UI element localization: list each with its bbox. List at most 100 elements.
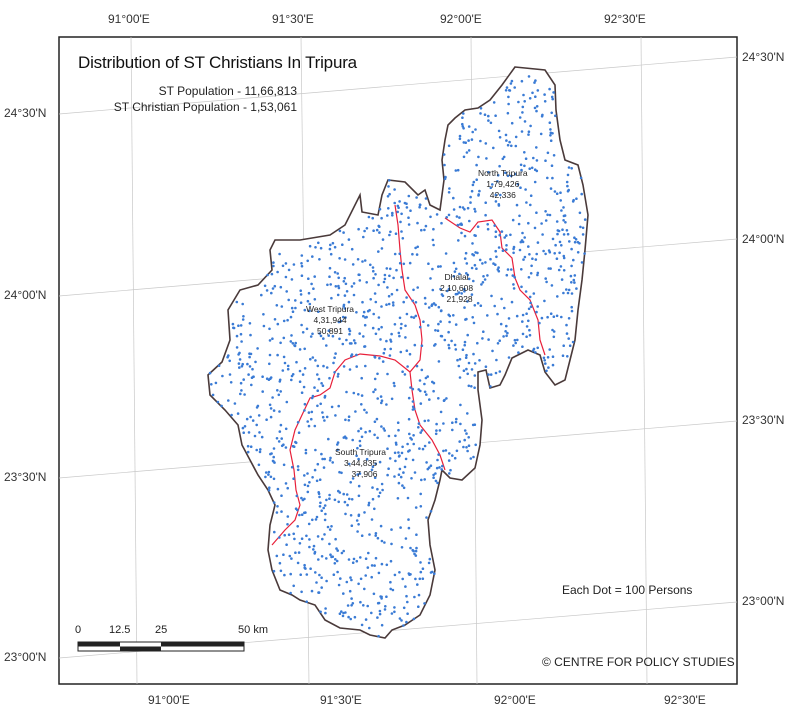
population-dot: [380, 305, 383, 308]
population-dot: [373, 476, 377, 480]
population-dot: [468, 219, 471, 223]
population-dot: [562, 344, 565, 348]
population-dot: [323, 533, 326, 536]
population-dot: [559, 191, 562, 194]
population-dot: [290, 557, 293, 560]
population-dot: [520, 168, 523, 172]
population-dot: [321, 411, 324, 414]
population-dot: [460, 231, 463, 235]
population-dot: [380, 401, 383, 405]
population-dot: [387, 302, 391, 306]
population-dot: [479, 107, 483, 110]
population-dot: [506, 268, 510, 271]
population-dot: [409, 386, 412, 389]
population-dot: [308, 302, 312, 306]
population-dot: [377, 283, 380, 287]
population-dot: [412, 316, 416, 319]
population-dot: [401, 370, 404, 374]
population-dot: [342, 365, 346, 368]
population-dot: [510, 268, 513, 271]
population-dot: [507, 89, 511, 92]
population-dot: [389, 580, 392, 584]
population-dot: [322, 337, 325, 340]
population-dot: [300, 264, 304, 268]
population-dot: [318, 495, 321, 499]
population-dot: [455, 417, 458, 421]
population-dot: [285, 400, 289, 404]
population-dot: [306, 420, 310, 423]
population-dot: [303, 347, 307, 351]
population-dot: [433, 344, 436, 347]
population-dot: [397, 473, 401, 477]
population-dot: [380, 562, 384, 566]
population-dot: [277, 393, 281, 397]
population-dot: [398, 571, 401, 574]
population-dot: [461, 348, 465, 352]
district-label-west-tripura: West Tripura 4,31,944 50,891: [306, 304, 354, 337]
lon-label-bottom-2: 91°30'E: [320, 693, 362, 707]
population-dot: [399, 526, 402, 529]
population-dot: [307, 522, 311, 526]
population-dot: [318, 478, 322, 482]
population-dot: [467, 436, 471, 439]
population-dot: [578, 211, 582, 215]
population-dot: [498, 136, 502, 139]
population-dot: [357, 484, 361, 488]
population-dot: [429, 464, 433, 468]
population-dot: [472, 321, 476, 325]
population-dot: [304, 567, 307, 570]
population-dot: [467, 125, 471, 128]
population-dot: [427, 561, 431, 565]
population-dot: [294, 341, 298, 345]
population-dot: [502, 155, 506, 159]
population-dot: [429, 215, 432, 219]
population-dot: [554, 243, 557, 247]
population-dot: [320, 586, 324, 589]
population-dot: [272, 264, 275, 268]
population-dot: [369, 263, 372, 267]
population-dot: [246, 444, 250, 448]
population-dot: [459, 422, 462, 426]
population-dot: [525, 312, 528, 316]
population-dot: [276, 353, 279, 357]
population-dot: [436, 329, 440, 333]
population-dot: [242, 431, 245, 435]
population-dot: [518, 214, 521, 218]
population-dot: [416, 583, 419, 586]
population-dot: [236, 412, 240, 415]
population-dot: [420, 228, 423, 232]
population-dot: [239, 381, 243, 385]
population-dot: [390, 542, 393, 546]
population-dot: [469, 201, 472, 204]
population-dot: [311, 255, 314, 258]
population-dot: [566, 291, 570, 295]
population-dot: [451, 454, 454, 457]
population-dot: [467, 384, 471, 388]
population-dot: [282, 553, 285, 556]
population-dot: [534, 79, 537, 82]
population-dot: [380, 595, 383, 599]
population-dot: [437, 397, 440, 400]
population-dot: [407, 417, 411, 421]
population-dot: [348, 332, 351, 336]
population-dot: [408, 432, 411, 436]
population-dot: [269, 407, 273, 410]
population-dot: [443, 338, 447, 342]
population-dot: [363, 229, 366, 233]
population-dot: [283, 361, 287, 365]
population-dot: [365, 281, 369, 284]
population-dot: [376, 536, 380, 540]
population-dot: [217, 364, 221, 368]
population-dot: [294, 551, 297, 554]
population-dot: [512, 283, 515, 286]
population-dot: [297, 431, 301, 435]
population-dot: [516, 182, 520, 186]
population-dot: [312, 548, 315, 551]
population-dot: [316, 373, 319, 376]
population-dot: [292, 445, 296, 449]
population-dot: [528, 333, 532, 337]
population-dot: [506, 143, 510, 147]
population-dot: [305, 600, 309, 603]
population-dot: [536, 305, 539, 308]
population-dot: [431, 267, 434, 271]
